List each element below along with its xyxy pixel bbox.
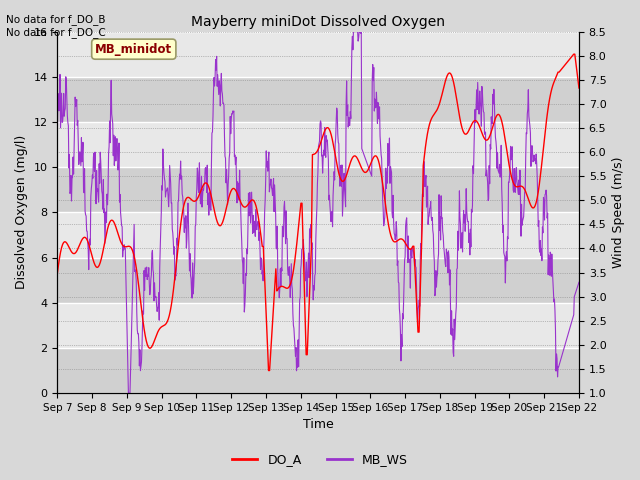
Legend: DO_A, MB_WS: DO_A, MB_WS (227, 448, 413, 471)
Text: No data for f_DO_B
No data for f_DO_C: No data for f_DO_B No data for f_DO_C (6, 14, 106, 38)
X-axis label: Time: Time (303, 419, 333, 432)
Bar (58, 212, 579, 258)
Bar (58, 348, 579, 393)
Title: Mayberry miniDot Dissolved Oxygen: Mayberry miniDot Dissolved Oxygen (191, 15, 445, 29)
Bar (58, 77, 579, 122)
Bar (58, 32, 579, 77)
Bar (58, 122, 579, 167)
Bar (58, 258, 579, 303)
Y-axis label: Wind Speed (m/s): Wind Speed (m/s) (612, 156, 625, 268)
Bar (58, 167, 579, 212)
Y-axis label: Dissolved Oxygen (mg/l): Dissolved Oxygen (mg/l) (15, 135, 28, 289)
Text: MB_minidot: MB_minidot (95, 43, 172, 56)
Bar (58, 303, 579, 348)
